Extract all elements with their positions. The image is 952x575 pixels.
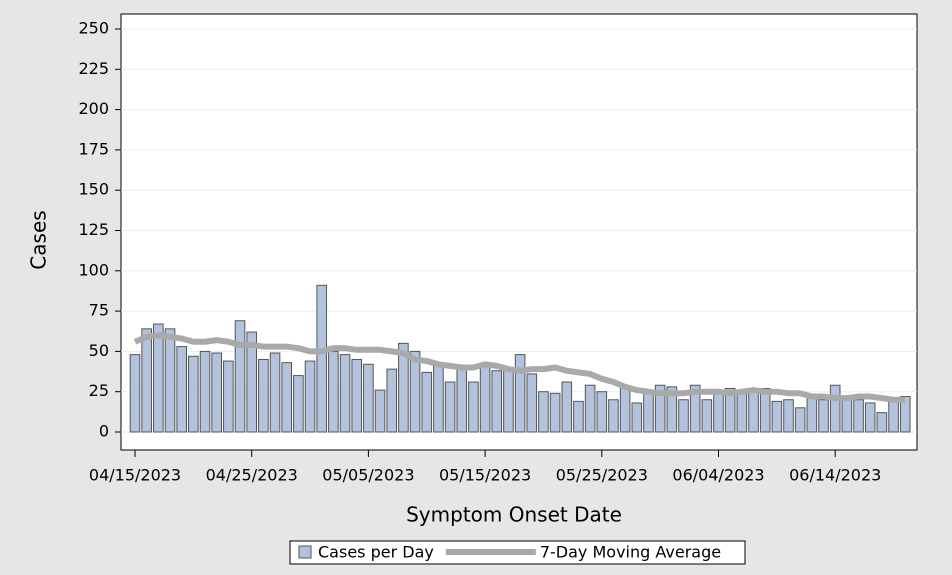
y-tick-label: 50 [89, 341, 109, 360]
y-tick-label: 75 [89, 301, 109, 320]
x-tick-label: 05/15/2023 [439, 466, 531, 485]
bar [398, 342, 409, 433]
legend-swatch [298, 545, 312, 559]
bar [269, 352, 281, 433]
bar [538, 391, 549, 433]
bar [853, 399, 864, 433]
bar [409, 350, 421, 433]
bar [818, 399, 829, 433]
bar [293, 375, 304, 433]
bar [176, 346, 187, 433]
bar [584, 384, 596, 433]
bar [316, 284, 328, 433]
bar [678, 399, 689, 433]
bar [573, 400, 584, 433]
legend-label: Cases per Day [318, 543, 434, 562]
bar [829, 384, 841, 433]
bar [363, 363, 374, 433]
bar [631, 402, 643, 433]
bar [351, 358, 363, 433]
bar [258, 358, 269, 433]
bar [888, 399, 899, 433]
bar [374, 389, 386, 433]
bar [701, 399, 713, 433]
y-tick-label: 0 [99, 422, 109, 441]
bar [724, 387, 736, 433]
bar [223, 360, 234, 433]
bar [689, 384, 701, 433]
y-tick-label: 25 [89, 381, 109, 400]
bar [876, 412, 888, 433]
bar [864, 402, 876, 433]
bar [783, 399, 794, 433]
moving-average-line [133, 332, 906, 403]
bar [491, 370, 503, 433]
bar [526, 373, 538, 433]
x-axis-title: Symptom Onset Date [406, 503, 622, 527]
bar [234, 320, 246, 433]
bar [444, 381, 456, 433]
bar [456, 367, 468, 433]
bar [433, 365, 444, 433]
y-tick-label: 225 [78, 59, 109, 78]
bar [164, 328, 176, 433]
bar [514, 354, 526, 433]
y-tick-label: 175 [78, 139, 109, 158]
x-tick-label: 04/25/2023 [206, 466, 298, 485]
bar [713, 389, 724, 433]
x-tick-label: 06/14/2023 [789, 466, 881, 485]
bar [188, 355, 199, 433]
x-tick-label: 05/05/2023 [322, 466, 414, 485]
bar [386, 368, 398, 433]
bar [304, 360, 316, 433]
y-tick-label: 150 [78, 180, 109, 199]
bar [794, 407, 806, 433]
bar [748, 391, 759, 433]
bar [246, 331, 257, 433]
x-tick-label: 05/25/2023 [556, 466, 648, 485]
bar [328, 350, 339, 433]
bar [771, 400, 783, 433]
y-tick-label: 250 [78, 19, 109, 38]
bar [899, 396, 911, 433]
bar [561, 381, 573, 433]
bar [619, 386, 631, 433]
bar [806, 396, 818, 433]
x-tick-label: 06/04/2023 [672, 466, 764, 485]
bar [549, 392, 561, 433]
legend-label: 7-Day Moving Average [540, 543, 721, 562]
bar [596, 391, 608, 433]
bar [666, 386, 678, 433]
bar [503, 370, 514, 433]
bar [211, 352, 222, 433]
bar [199, 350, 211, 433]
y-axis-title: Cases [27, 210, 51, 269]
bar [153, 323, 164, 433]
y-tick-label: 125 [78, 220, 109, 239]
y-tick-label: 100 [78, 260, 109, 279]
bar [141, 328, 152, 433]
y-tick-label: 200 [78, 99, 109, 118]
bar [468, 381, 479, 433]
bar [608, 399, 619, 433]
bar [643, 392, 654, 433]
bar [339, 354, 351, 433]
bar [421, 371, 433, 433]
bar [736, 389, 748, 433]
bar [759, 387, 771, 433]
bar [281, 362, 293, 433]
x-tick-label: 04/15/2023 [89, 466, 181, 485]
bar [841, 396, 853, 433]
bar [129, 354, 141, 433]
bar [479, 365, 491, 433]
bar [654, 384, 666, 433]
